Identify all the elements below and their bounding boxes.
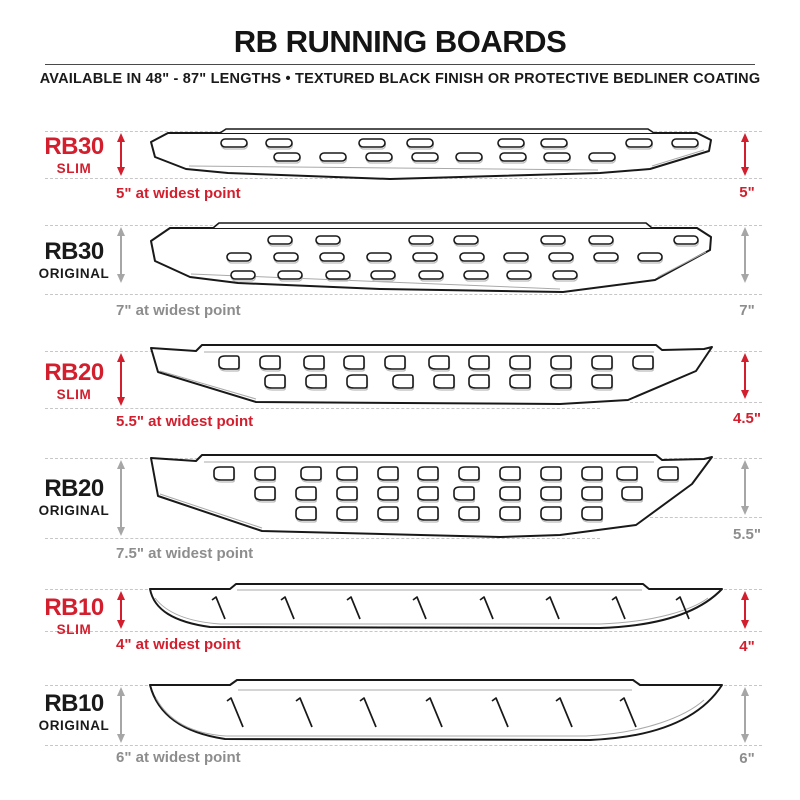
- rb20-slim-left-dim-arrow: [116, 353, 125, 406]
- slot-pattern: [226, 235, 700, 282]
- model-variant: SLIM: [56, 161, 92, 176]
- model-variant: SLIM: [56, 387, 92, 402]
- rb20-orig-left-dim-arrow: [116, 460, 125, 536]
- model-label-rb30-original: RB30 ORIGINAL: [28, 240, 120, 281]
- page-title: RB RUNNING BOARDS: [233, 24, 567, 59]
- rb10-orig-left-dim-arrow: [116, 687, 125, 743]
- width-note-rb20-original: 7.5" at widest point: [116, 545, 254, 562]
- dashline-rb10-slim-bottom: [45, 631, 762, 632]
- width-note-rb30-original: 7" at widest point: [116, 302, 241, 319]
- page-subtitle: AVAILABLE IN 48" - 87" LENGTHS • TEXTURE…: [39, 71, 761, 87]
- rb30-original-board-drawing: [150, 222, 712, 293]
- dashline-rb20-slim-right-mid: [630, 402, 762, 403]
- rb30-slim-right-dim-arrow: [740, 133, 749, 176]
- dashline-rb20-orig-right-mid: [650, 517, 762, 518]
- model-label-rb10-original: RB10 ORIGINAL: [28, 692, 120, 733]
- rb30-orig-right-dim-arrow: [740, 227, 749, 283]
- right-width-rb30-original: 7": [739, 302, 755, 319]
- rb10-slim-left-dim-arrow: [116, 591, 125, 629]
- board-detail-lines: [159, 461, 654, 529]
- right-width-rb10-slim: 4": [739, 638, 755, 655]
- rb30-slim-board-drawing: [150, 128, 712, 180]
- dashline-rb10-orig-bottom: [45, 745, 762, 746]
- right-width-rb10-original: 6": [739, 750, 755, 767]
- board-detail-lines: [159, 351, 654, 400]
- slot-pattern: [220, 138, 700, 164]
- right-width-rb20-slim: 4.5": [733, 410, 761, 427]
- rb20-slim-board-drawing: [150, 344, 713, 405]
- model-name: RB10: [44, 594, 104, 621]
- board-top-strip: [219, 128, 655, 134]
- dashline-rb30-orig-bottom: [45, 294, 762, 295]
- dashline-rb20-slim-bottom: [45, 408, 600, 409]
- model-variant: ORIGINAL: [38, 266, 110, 281]
- model-name: RB20: [44, 475, 104, 502]
- model-variant: ORIGINAL: [38, 503, 110, 518]
- board-detail-lines: [188, 149, 705, 171]
- model-label-rb20-original: RB20 ORIGINAL: [28, 477, 120, 518]
- rb30-slim-left-dim-arrow: [116, 133, 125, 176]
- model-variant: ORIGINAL: [38, 718, 110, 733]
- model-label-rb30-slim: RB30 SLIM: [28, 135, 120, 176]
- board-detail-lines: [154, 589, 709, 625]
- rb30-orig-left-dim-arrow: [116, 227, 125, 283]
- slot-pattern: [218, 355, 655, 391]
- right-width-rb30-slim: 5": [739, 184, 755, 201]
- model-name: RB20: [44, 359, 104, 386]
- rb10-slim-board-drawing: [149, 583, 723, 629]
- board-outline: [149, 679, 723, 741]
- width-note-rb10-original: 6" at widest point: [116, 749, 241, 766]
- slot-pattern: [211, 596, 690, 620]
- width-note-rb20-slim: 5.5" at widest point: [116, 413, 254, 430]
- board-outline: [150, 344, 713, 405]
- slot-pattern: [226, 697, 637, 728]
- model-name: RB10: [44, 690, 104, 717]
- rb10-orig-right-dim-arrow: [740, 687, 749, 743]
- board-detail-lines: [155, 689, 705, 737]
- right-width-rb20-original: 5.5": [733, 526, 761, 543]
- rb10-slim-right-dim-arrow: [740, 591, 749, 629]
- model-label-rb10-slim: RB10 SLIM: [28, 596, 120, 637]
- rb20-slim-right-dim-arrow: [740, 353, 749, 399]
- model-name: RB30: [44, 238, 104, 265]
- width-note-rb10-slim: 4" at widest point: [116, 636, 241, 653]
- slot-pattern: [213, 466, 680, 523]
- width-note-rb30-slim: 5" at widest point: [116, 185, 241, 202]
- board-top-strip: [212, 222, 653, 229]
- rb10-original-board-drawing: [149, 679, 723, 741]
- model-label-rb20-slim: RB20 SLIM: [28, 361, 120, 402]
- model-name: RB30: [44, 133, 104, 160]
- model-variant: SLIM: [56, 622, 92, 637]
- dashline-rb20-orig-bottom: [45, 538, 600, 539]
- title-divider-line: [45, 64, 755, 65]
- rb20-orig-right-dim-arrow: [740, 460, 749, 515]
- rb20-original-board-drawing: [150, 454, 713, 538]
